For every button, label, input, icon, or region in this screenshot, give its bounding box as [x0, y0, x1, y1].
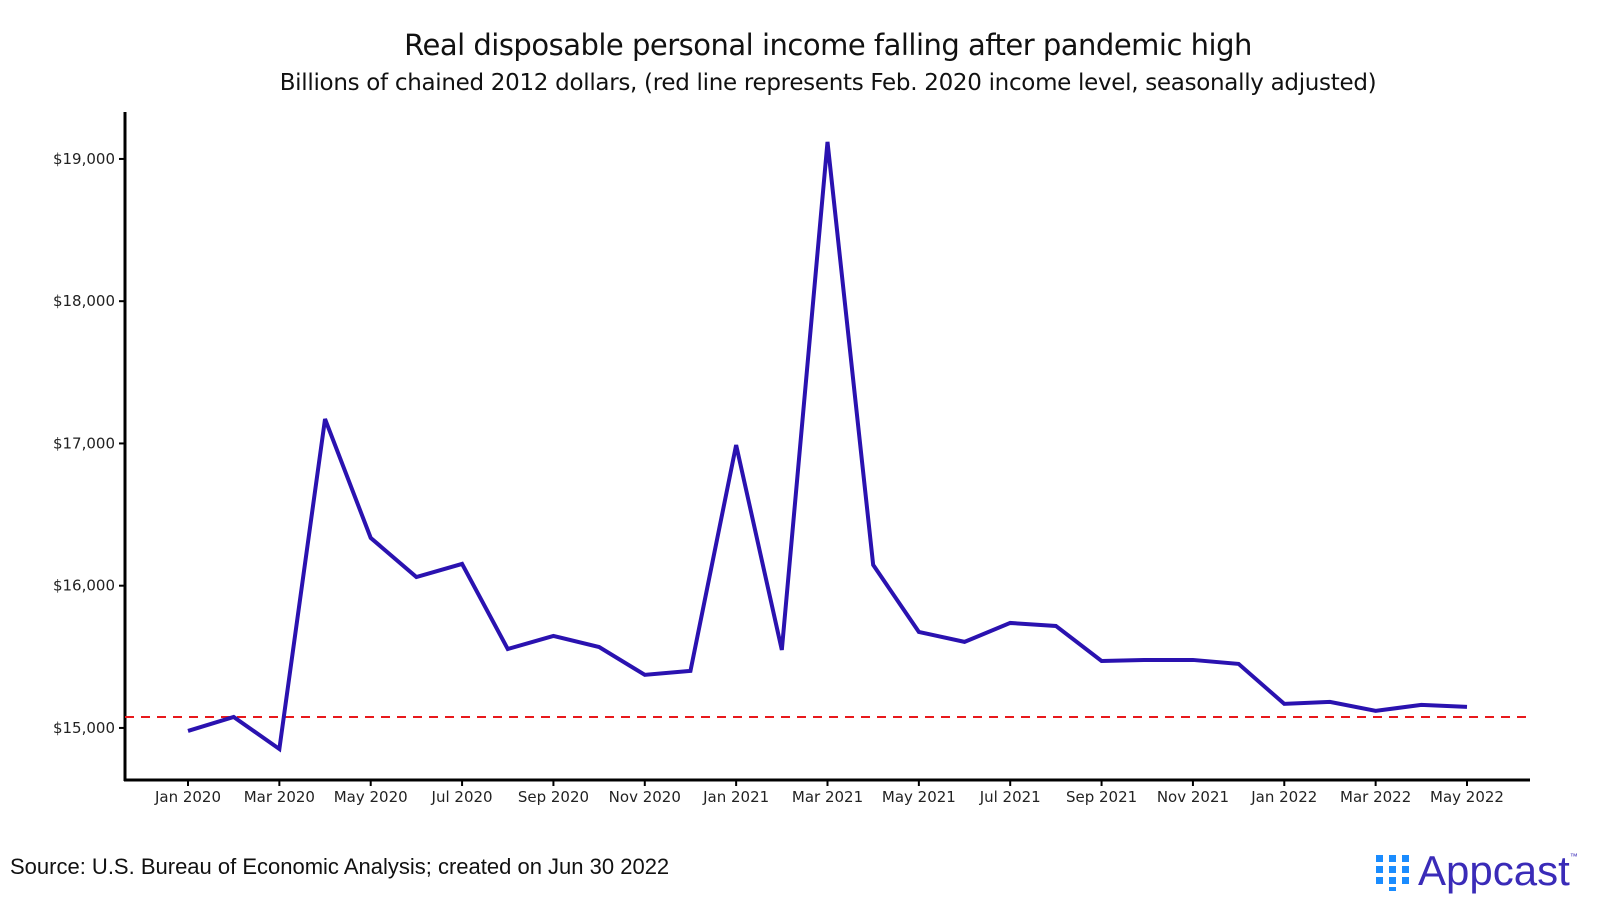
x-tick-label: Mar 2020 [244, 788, 315, 806]
x-tick-label: Mar 2022 [1340, 788, 1411, 806]
x-tick-label: Jan 2022 [1250, 788, 1317, 806]
x-tick-label: May 2022 [1430, 788, 1504, 806]
x-tick-label: Jan 2020 [154, 788, 221, 806]
y-tick-label: $15,000 [53, 719, 115, 737]
appcast-logo: Appcast ™ [1376, 850, 1578, 892]
x-tick-label: Nov 2020 [609, 788, 681, 806]
x-tick-label: Nov 2021 [1157, 788, 1229, 806]
chart-subtitle: Billions of chained 2012 dollars, (red l… [279, 70, 1377, 96]
x-tick-label: Jan 2021 [702, 788, 769, 806]
chart-title: Real disposable personal income falling … [404, 28, 1252, 62]
x-tick-label: Sep 2021 [1066, 788, 1137, 806]
y-tick-label: $16,000 [53, 577, 115, 595]
y-tick-label: $18,000 [53, 292, 115, 310]
y-tick-label: $19,000 [53, 150, 115, 168]
appcast-grid-icon [1376, 855, 1409, 891]
logo-text: Appcast [1418, 847, 1570, 894]
logo-trademark: ™ [1569, 852, 1578, 861]
source-note: Source: U.S. Bureau of Economic Analysis… [10, 854, 670, 879]
x-tick-label: May 2021 [882, 788, 956, 806]
x-tick-label: Jul 2021 [979, 788, 1041, 806]
x-tick-label: Jul 2020 [431, 788, 493, 806]
y-tick-label: $17,000 [53, 434, 115, 452]
x-tick-label: Mar 2021 [792, 788, 863, 806]
x-tick-label: May 2020 [334, 788, 408, 806]
income-series-line [187, 141, 1468, 753]
x-tick-label: Sep 2020 [518, 788, 589, 806]
